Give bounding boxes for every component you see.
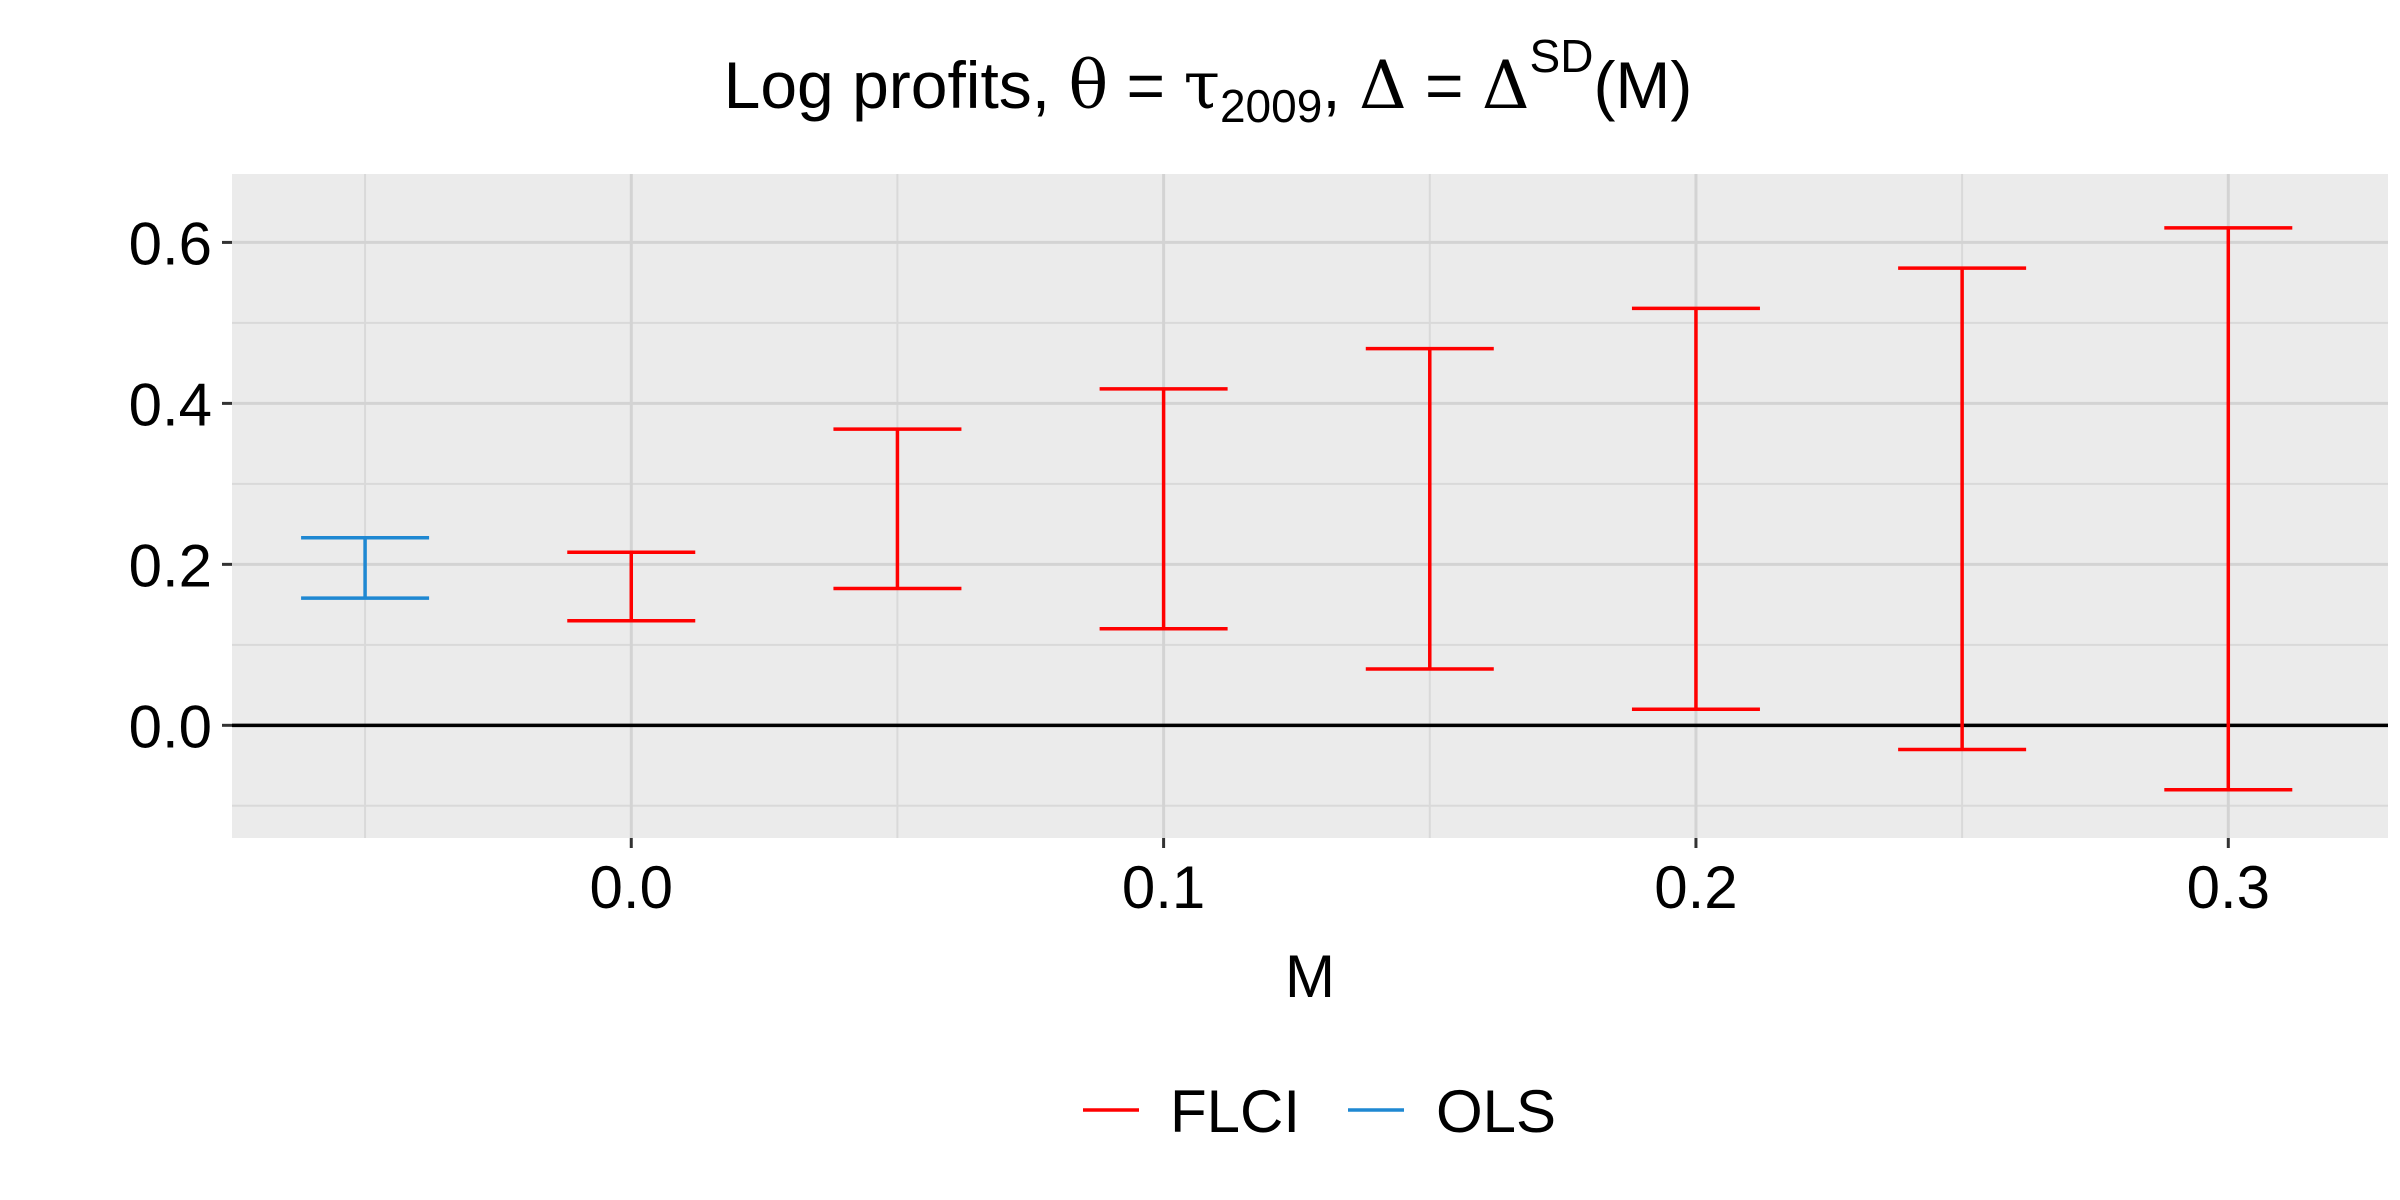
errorbar-ols	[301, 536, 430, 600]
y-tick-label: 0.0	[129, 693, 212, 760]
errorbar-flci	[2164, 226, 2293, 792]
x-tick-label: 0.2	[1654, 854, 1737, 921]
title-superscript: SD	[1530, 30, 1594, 82]
x-tick-label: 0.3	[2187, 854, 2270, 921]
plot-panel	[232, 174, 2388, 838]
title-tau-subscript: 2009	[1220, 80, 1322, 132]
title-theta: θ	[1068, 47, 1108, 124]
x-tick-label: 0.0	[590, 854, 673, 921]
axes: 0.0 0.2 0.4 0.6 0.0 0.1 0.2 0.3	[129, 210, 2270, 921]
title-sep: ,	[1322, 48, 1359, 122]
error-bars	[232, 226, 2388, 792]
y-tick-label: 0.6	[129, 210, 212, 277]
errorbar-flci	[1898, 266, 2027, 752]
title-suffix: (M)	[1593, 48, 1692, 122]
legend: FLCI OLS	[1083, 1078, 1556, 1145]
errorbar-flci	[1099, 387, 1228, 631]
title-delta: Δ	[1359, 47, 1407, 124]
errorbar-flci	[567, 550, 696, 623]
errorbar-flci	[833, 427, 962, 591]
title-tau: τ	[1183, 47, 1220, 124]
y-tick-label: 0.4	[129, 371, 212, 438]
x-axis-label: M	[1285, 943, 1335, 1010]
legend-label-flci: FLCI	[1170, 1078, 1300, 1145]
title-eq2: =	[1407, 48, 1482, 122]
title-delta2: Δ	[1482, 47, 1530, 124]
legend-label-ols: OLS	[1436, 1078, 1556, 1145]
y-tick-label: 0.2	[129, 532, 212, 599]
errorbar-flci	[1631, 306, 1760, 711]
errorbar-flci	[1365, 346, 1494, 671]
title-eq1: =	[1108, 48, 1183, 122]
chart-title: Log profits, θ = τ2009, Δ = ΔSD(M)	[724, 30, 1693, 132]
x-tick-label: 0.1	[1122, 854, 1205, 921]
title-prefix: Log profits,	[724, 48, 1069, 122]
